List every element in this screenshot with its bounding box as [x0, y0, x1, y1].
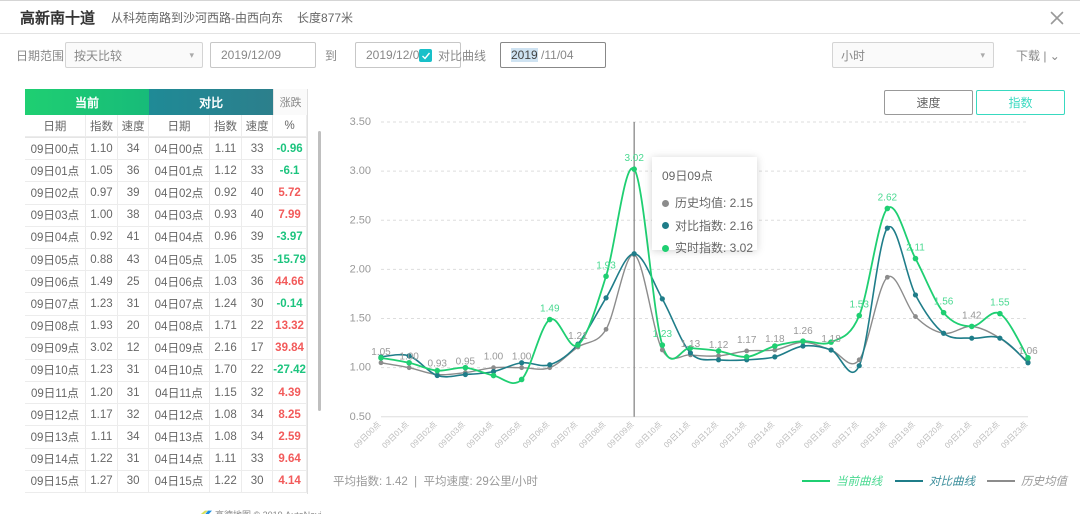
- svg-text:09日17点: 09日17点: [830, 420, 860, 450]
- svg-text:1.49: 1.49: [540, 304, 560, 315]
- svg-text:1.05: 1.05: [371, 347, 391, 358]
- svg-text:0.95: 0.95: [456, 357, 476, 368]
- svg-text:1.00: 1.00: [512, 352, 532, 363]
- svg-text:09日21点: 09日21点: [943, 420, 973, 450]
- svg-text:2.62: 2.62: [878, 192, 898, 203]
- svg-text:09日16点: 09日16点: [802, 420, 832, 450]
- svg-text:3.00: 3.00: [350, 165, 371, 177]
- svg-text:1.93: 1.93: [596, 260, 616, 271]
- svg-text:2.50: 2.50: [350, 214, 371, 226]
- svg-text:09日12点: 09日12点: [690, 420, 720, 450]
- svg-text:09日09点: 09日09点: [605, 420, 635, 450]
- svg-text:1.00: 1.00: [484, 352, 504, 363]
- svg-text:1.18: 1.18: [765, 334, 785, 345]
- svg-text:1.17: 1.17: [737, 335, 757, 346]
- svg-text:09日03点: 09日03点: [437, 420, 467, 450]
- svg-text:09日07点: 09日07点: [549, 420, 579, 450]
- svg-text:1.13: 1.13: [681, 339, 701, 350]
- svg-text:09日23点: 09日23点: [999, 420, 1029, 450]
- svg-text:09日22点: 09日22点: [971, 420, 1001, 450]
- svg-text:09日04点: 09日04点: [465, 420, 495, 450]
- svg-text:09日00点: 09日00点: [352, 420, 382, 450]
- svg-text:09日01点: 09日01点: [380, 420, 410, 450]
- svg-text:1.21: 1.21: [568, 331, 588, 342]
- svg-text:2.00: 2.00: [350, 263, 371, 275]
- svg-text:2.11: 2.11: [906, 243, 925, 254]
- svg-text:09日06点: 09日06点: [521, 420, 551, 450]
- svg-text:1.55: 1.55: [990, 298, 1010, 309]
- svg-text:1.26: 1.26: [793, 326, 813, 337]
- svg-text:3.02: 3.02: [624, 153, 644, 164]
- svg-text:1.06: 1.06: [1018, 346, 1038, 357]
- svg-text:09日18点: 09日18点: [859, 420, 889, 450]
- svg-text:09日02点: 09日02点: [408, 420, 438, 450]
- svg-text:09日14点: 09日14点: [746, 420, 776, 450]
- svg-text:1.53: 1.53: [849, 300, 869, 311]
- svg-text:1.56: 1.56: [934, 297, 954, 308]
- svg-text:1.50: 1.50: [350, 313, 371, 325]
- svg-text:1.00: 1.00: [350, 362, 371, 374]
- svg-text:0.93: 0.93: [428, 359, 448, 370]
- svg-text:1.12: 1.12: [709, 340, 729, 351]
- svg-text:1.42: 1.42: [962, 310, 982, 321]
- svg-text:0.50: 0.50: [350, 411, 371, 423]
- svg-text:09日20点: 09日20点: [915, 420, 945, 450]
- svg-text:09日10点: 09日10点: [633, 420, 663, 450]
- svg-text:09日11点: 09日11点: [662, 420, 692, 450]
- svg-text:09日15点: 09日15点: [774, 420, 804, 450]
- svg-text:1.18: 1.18: [821, 334, 841, 345]
- svg-text:09日05点: 09日05点: [493, 420, 523, 450]
- svg-text:1.23: 1.23: [653, 329, 673, 340]
- svg-text:1.00: 1.00: [399, 352, 419, 363]
- svg-text:09日13点: 09日13点: [718, 420, 748, 450]
- svg-text:09日19点: 09日19点: [887, 420, 917, 450]
- svg-text:3.50: 3.50: [350, 116, 371, 128]
- svg-text:09日08点: 09日08点: [577, 420, 607, 450]
